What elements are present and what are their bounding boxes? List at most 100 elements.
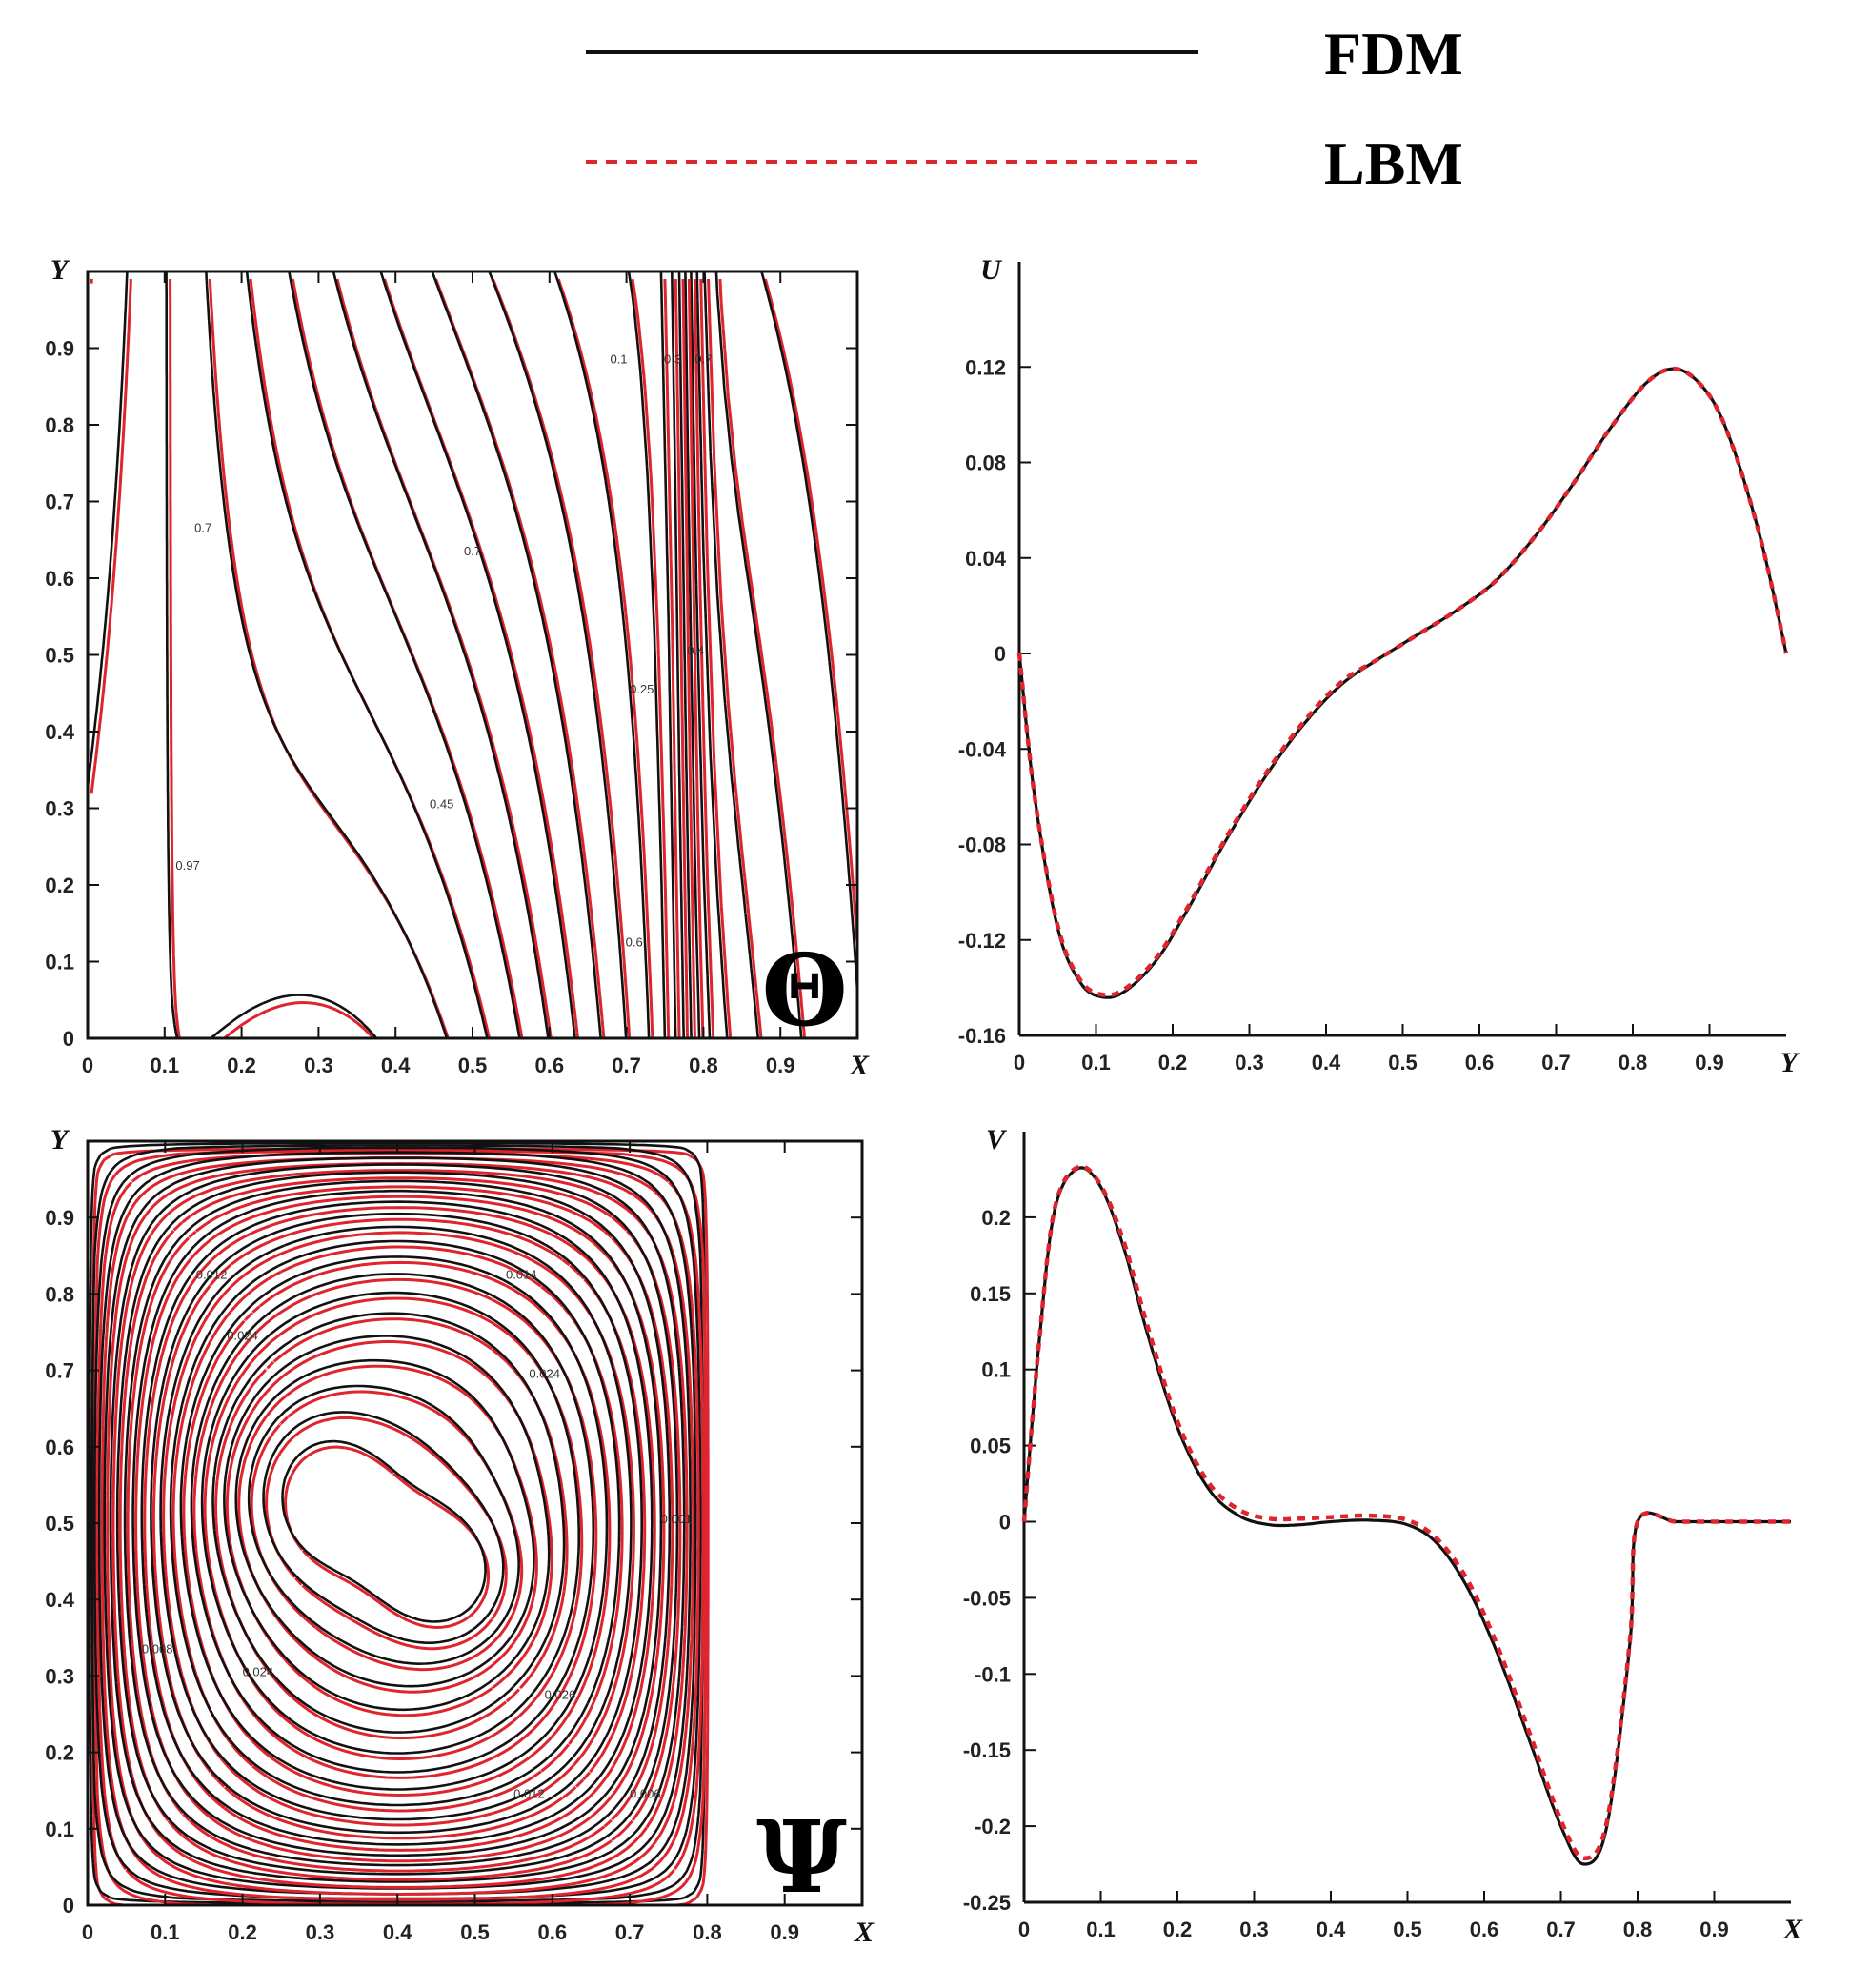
y-tick-label: 0.2 (981, 1206, 1011, 1230)
y-tick-label: 0.9 (45, 337, 74, 361)
lbm-line (1021, 1164, 1791, 1860)
lbm-contour (126, 1185, 674, 1873)
y-tick-label: -0.25 (963, 1891, 1011, 1915)
x-tick-label: 0.6 (1470, 1918, 1499, 1941)
series-lines (1016, 366, 1789, 999)
x-tick-label: 0.5 (1388, 1051, 1418, 1074)
y-tick-label: -0.16 (958, 1024, 1006, 1048)
x-tick-label: 0.3 (1235, 1051, 1264, 1074)
x-tick-label: 0.3 (1239, 1918, 1269, 1941)
fdm-contour (684, 271, 701, 1038)
contour-label: 0.4 (687, 644, 704, 658)
x-tick-label: 0.5 (458, 1054, 488, 1077)
y-axis-label: Y (50, 1124, 70, 1155)
y-tick-label: 0.2 (45, 874, 74, 897)
fdm-contour (123, 1179, 672, 1867)
y-tick-label: 0 (63, 1894, 74, 1918)
y-tick-label: 0 (63, 1027, 74, 1051)
fdm-contour (169, 1239, 621, 1807)
lbm-contour (631, 278, 671, 1038)
fdm-contour (247, 1384, 520, 1665)
fdm-contour (488, 271, 628, 1038)
contour-label: 0.001 (661, 1512, 693, 1526)
y-tick-label: 0.6 (45, 567, 74, 591)
y-tick-label: -0.2 (975, 1815, 1011, 1838)
v-profile-panel: 0 0.1 0.2 0.3 0.4 0.5 0.6 0.7 0.8 0.9 -0.25 -0.2 -0.… (963, 1124, 1803, 1945)
fdm-contour (379, 271, 576, 1038)
lbm-line (1016, 366, 1789, 997)
fdm-contour (690, 271, 712, 1038)
contour-label: 0.012 (513, 1787, 545, 1801)
lbm-contour (111, 1169, 689, 1889)
x-tick-label: 0 (1018, 1918, 1030, 1941)
fdm-contour (671, 271, 685, 1038)
contour-label: 0.012 (196, 1267, 228, 1281)
y-tick-label: 0.15 (970, 1282, 1011, 1306)
y-tick-label: 0.7 (45, 491, 74, 514)
fdm-contour (695, 271, 729, 1038)
fdm-contour (262, 1411, 505, 1644)
x-tick-label: 0 (1014, 1051, 1025, 1074)
y-tick-label: 0.2 (45, 1741, 74, 1765)
y-axis-label: Y (50, 254, 70, 286)
contour-label: 0.014 (506, 1267, 537, 1281)
fdm-contour (223, 1335, 551, 1712)
contour-label: 0.008 (142, 1641, 173, 1656)
x-tick-label: 0.4 (381, 1054, 411, 1077)
x-tick-label: 0.7 (1541, 1051, 1571, 1074)
x-tick-label: 0.7 (612, 1054, 641, 1077)
y-tick-label: -0.05 (963, 1586, 1011, 1610)
y-tick-label: 0.6 (45, 1436, 74, 1459)
x-tick-label: 0.4 (1312, 1051, 1341, 1074)
fdm-contour (703, 271, 760, 1038)
fdm-contour (200, 1291, 580, 1755)
lbm-contour (284, 1445, 491, 1629)
y-tick-label: 0 (999, 1511, 1011, 1535)
x-tick-label: 0.6 (535, 1054, 565, 1077)
x-tick-label: 0.8 (1623, 1918, 1653, 1941)
lbm-contour (556, 278, 654, 1038)
fdm-contour (760, 271, 857, 991)
lbm-contour (169, 279, 376, 1038)
lbm-contour (663, 278, 681, 1038)
fdm-contour (205, 271, 449, 1038)
u-profile-panel: 0 0.1 0.2 0.3 0.4 0.5 0.6 0.7 0.8 0.9 -0.16 -0.12 -0… (958, 254, 1800, 1078)
contour-label: 0.6 (626, 934, 643, 949)
x-tick-label: 0 (82, 1920, 93, 1944)
contour-label: 0.25 (630, 682, 654, 696)
fdm-contour (159, 1225, 633, 1821)
contour-label: 0.026 (545, 1687, 576, 1701)
legend-fdm-label: FDM (1324, 20, 1463, 88)
fdm-contour (165, 271, 378, 1038)
fdm-contour (131, 1189, 663, 1857)
fdm-contour (332, 271, 550, 1038)
y-axis-label: V (986, 1124, 1008, 1155)
fdm-contour (109, 1163, 686, 1883)
x-axis-label: X (854, 1917, 875, 1948)
lbm-contour (718, 278, 807, 1038)
lbm-contour (291, 278, 524, 1038)
y-tick-label: 0.1 (45, 1817, 74, 1841)
y-tick-label: 0.4 (45, 720, 74, 744)
y-tick-label: 0.5 (45, 1512, 74, 1536)
x-tick-label: 0.2 (1158, 1051, 1188, 1074)
fdm-contour (281, 1439, 487, 1623)
x-tick-label: 0.4 (383, 1920, 412, 1944)
psi-contours: 0.014 0.024 0.012 0.024 0.024 0.026 0.012 0.006… (88, 1141, 710, 1905)
x-tick-label: 0.8 (689, 1054, 718, 1077)
theta-contours: 0.1 0.3 0.7 0.7 0.7 0.45 0.97 0.25 0.4 0.6 (88, 271, 857, 1038)
legend-lbm-label: LBM (1324, 130, 1463, 197)
fdm-contour (431, 271, 602, 1038)
y-tick-label: 0.1 (981, 1358, 1011, 1382)
contour-label: 0.45 (430, 797, 453, 812)
x-tick-label: 0.9 (1699, 1918, 1729, 1941)
x-tick-label: 0.7 (615, 1920, 645, 1944)
x-tick-label: 0.7 (1546, 1918, 1576, 1941)
fdm-contour (714, 271, 803, 1038)
x-tick-label: 0.1 (1081, 1051, 1111, 1074)
lbm-contour (681, 278, 696, 1038)
y-tick-label: -0.15 (963, 1738, 1011, 1762)
fdm-contour (211, 1312, 566, 1734)
lbm-contour (687, 278, 705, 1038)
